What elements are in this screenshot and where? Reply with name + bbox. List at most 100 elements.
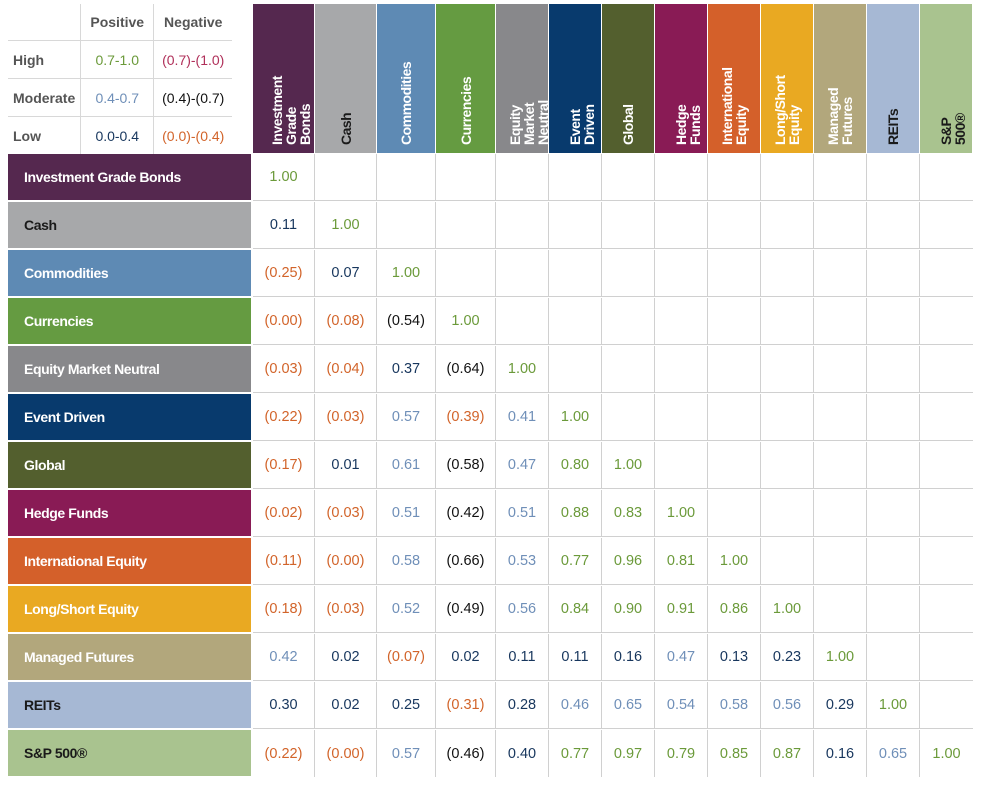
matrix-cell bbox=[377, 154, 436, 201]
row-header-reits: REITs bbox=[8, 682, 251, 728]
matrix-cell: 0.96 bbox=[602, 538, 655, 585]
matrix-cell: 1.00 bbox=[655, 490, 708, 537]
column-header-label: REITs bbox=[885, 108, 901, 145]
matrix-cell bbox=[708, 202, 761, 249]
column-header-label: Commodities bbox=[398, 61, 414, 145]
matrix-cell: 1.00 bbox=[549, 394, 602, 441]
matrix-cell: (0.00) bbox=[315, 730, 377, 777]
column-header-label: Managed Futures bbox=[825, 87, 855, 145]
row-header-hedge-funds: Hedge Funds bbox=[8, 490, 251, 536]
matrix-cell bbox=[436, 250, 496, 297]
matrix-cell bbox=[867, 538, 920, 585]
matrix-cell bbox=[920, 250, 973, 297]
matrix-cell: 0.61 bbox=[377, 442, 436, 489]
matrix-cell bbox=[867, 250, 920, 297]
legend-row-high: High 0.7-1.0 (0.7)-(1.0) bbox=[8, 40, 233, 79]
matrix-cell: 0.51 bbox=[496, 490, 549, 537]
row-header-investment-grade-bonds: Investment Grade Bonds bbox=[8, 154, 251, 200]
matrix-cell: 0.88 bbox=[549, 490, 602, 537]
matrix-cell bbox=[761, 154, 814, 201]
matrix-cell: (0.31) bbox=[436, 682, 496, 729]
column-header-global: Global bbox=[602, 4, 654, 153]
matrix-cell bbox=[814, 202, 867, 249]
matrix-cell bbox=[602, 298, 655, 345]
column-header-label: Global bbox=[620, 104, 636, 145]
matrix-cell bbox=[920, 538, 973, 585]
legend-label: High bbox=[8, 40, 81, 79]
matrix-cell: 0.07 bbox=[315, 250, 377, 297]
matrix-cell: (0.03) bbox=[315, 586, 377, 633]
matrix-cell: 0.02 bbox=[315, 682, 377, 729]
matrix-cell bbox=[549, 202, 602, 249]
matrix-cell: 1.00 bbox=[867, 682, 920, 729]
matrix-cell: 1.00 bbox=[708, 538, 761, 585]
matrix-cell: 0.52 bbox=[377, 586, 436, 633]
matrix-cell: (0.25) bbox=[253, 250, 315, 297]
matrix-cell: 0.80 bbox=[549, 442, 602, 489]
column-header-hedge-funds: Hedge Funds bbox=[655, 4, 707, 153]
matrix-cell bbox=[814, 394, 867, 441]
matrix-cell bbox=[315, 154, 377, 201]
matrix-cell: 0.81 bbox=[655, 538, 708, 585]
matrix-cell bbox=[867, 346, 920, 393]
matrix-cell bbox=[655, 202, 708, 249]
column-header-equity-market-neutral: Equity Market Neutral bbox=[496, 4, 551, 153]
matrix-cell: (0.03) bbox=[253, 346, 315, 393]
matrix-cell: 1.00 bbox=[602, 442, 655, 489]
matrix-cell bbox=[761, 442, 814, 489]
matrix-cell: (0.42) bbox=[436, 490, 496, 537]
matrix-cell bbox=[496, 250, 549, 297]
row-header-event-driven: Event Driven bbox=[8, 394, 251, 440]
column-header-currencies: Currencies bbox=[436, 4, 495, 153]
matrix-cell bbox=[867, 298, 920, 345]
matrix-cell: (0.58) bbox=[436, 442, 496, 489]
matrix-cell bbox=[708, 394, 761, 441]
row-header-managed-futures: Managed Futures bbox=[8, 634, 251, 680]
matrix-cell: 0.83 bbox=[602, 490, 655, 537]
row-header-long-short-equity: Long/Short Equity bbox=[8, 586, 251, 632]
matrix-cell bbox=[436, 154, 496, 201]
matrix-cell: 0.40 bbox=[496, 730, 549, 777]
column-header-label: Cash bbox=[337, 112, 354, 145]
column-header-label: Long/Short Equity bbox=[772, 75, 802, 145]
column-header-investment-grade-bonds: Investment Grade Bonds bbox=[253, 4, 314, 153]
matrix-cell bbox=[920, 682, 973, 729]
matrix-cell: (0.49) bbox=[436, 586, 496, 633]
matrix-cell: 0.87 bbox=[761, 730, 814, 777]
matrix-cell bbox=[655, 250, 708, 297]
legend-corner bbox=[8, 4, 81, 41]
matrix-cell bbox=[708, 490, 761, 537]
row-header-s-p-500: S&P 500® bbox=[8, 730, 251, 776]
matrix-cell: (0.22) bbox=[253, 730, 315, 777]
matrix-cell bbox=[814, 586, 867, 633]
matrix-cell: 1.00 bbox=[315, 202, 377, 249]
matrix-cell: 0.02 bbox=[436, 634, 496, 681]
matrix-cell: 0.42 bbox=[253, 634, 315, 681]
legend-label: Low bbox=[13, 127, 41, 144]
matrix-cell bbox=[436, 202, 496, 249]
column-header-s-p-500: S&P 500® bbox=[920, 4, 972, 153]
matrix-cell bbox=[814, 490, 867, 537]
matrix-cell: 0.16 bbox=[602, 634, 655, 681]
matrix-cell bbox=[602, 202, 655, 249]
matrix-cell: 0.58 bbox=[377, 538, 436, 585]
matrix-cell: 0.11 bbox=[253, 202, 315, 249]
matrix-cell bbox=[867, 442, 920, 489]
legend-header-negative: Negative bbox=[153, 4, 233, 41]
matrix-cell: 0.77 bbox=[549, 538, 602, 585]
matrix-cell bbox=[655, 298, 708, 345]
matrix-cell: 0.02 bbox=[315, 634, 377, 681]
matrix-cell: 0.97 bbox=[602, 730, 655, 777]
legend-negative-range: (0.0)-(0.4) bbox=[162, 127, 225, 144]
matrix-cell bbox=[377, 202, 436, 249]
matrix-cell bbox=[761, 298, 814, 345]
matrix-cell bbox=[920, 298, 973, 345]
matrix-cell bbox=[920, 154, 973, 201]
matrix-cell bbox=[496, 202, 549, 249]
matrix-cell: 0.28 bbox=[496, 682, 549, 729]
matrix-cell: (0.17) bbox=[253, 442, 315, 489]
matrix-cell: 0.84 bbox=[549, 586, 602, 633]
matrix-cell: (0.18) bbox=[253, 586, 315, 633]
matrix-cell bbox=[814, 346, 867, 393]
matrix-cell: 0.11 bbox=[496, 634, 549, 681]
